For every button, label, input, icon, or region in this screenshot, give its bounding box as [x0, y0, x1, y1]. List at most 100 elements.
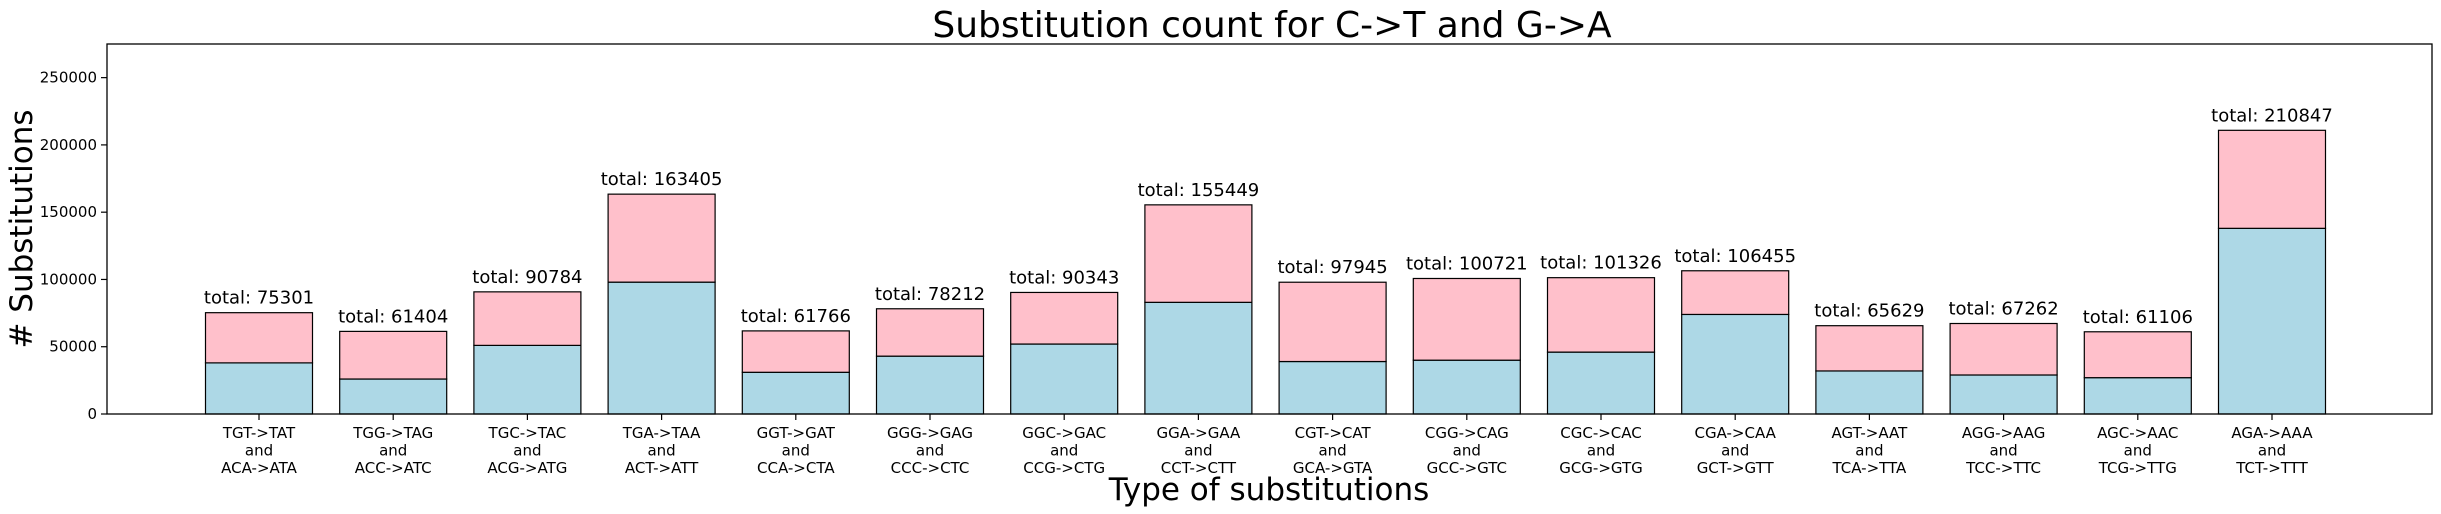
x-axis-label: Type of substitutions	[1108, 472, 1430, 508]
x-tick-label-line: GGT->GAT	[757, 424, 836, 442]
bar-segment-1	[741, 371, 850, 415]
x-tick-label-line: GGA->GAA	[1157, 424, 1241, 442]
bar-segment-1	[339, 378, 448, 415]
x-tick-label: GGC->GAC and CCG->CTG	[1022, 424, 1106, 477]
x-tick-label-line: and	[1855, 442, 1883, 460]
x-tick-label-line: TCA->TTA	[1831, 459, 1907, 477]
x-tick-label-line: GCC->GTC	[1427, 459, 1507, 477]
x-tick-label-line: and	[1050, 442, 1078, 460]
x-tick-label: TGT->TAT and ACA->ATA	[221, 424, 297, 477]
y-tick-label: 100000	[40, 270, 97, 288]
x-tick-label-line: and	[1318, 442, 1346, 460]
x-tick-label: TGC->TAC and ACG->ATG	[487, 424, 567, 477]
x-tick-label: GGA->GAA and CCT->CTT	[1157, 424, 1241, 477]
total-label: total: 78212	[875, 284, 985, 305]
y-tick-label: 150000	[40, 203, 97, 221]
total-label: total: 67262	[1948, 299, 2058, 320]
x-tick-label-line: TCC->TTC	[1965, 459, 2041, 477]
x-tick-label-line: and	[1453, 442, 1481, 460]
bar-segment-2	[339, 330, 448, 380]
total-label: total: 75301	[204, 288, 314, 309]
bar-segment-1	[1949, 374, 2058, 415]
bar-segment-2	[204, 312, 314, 364]
x-tick-label-line: and	[245, 442, 273, 460]
bar-segment-2	[1278, 281, 1387, 363]
x-tick-label-line: AGG->AAG	[1962, 424, 2046, 442]
y-tick-label: 200000	[40, 136, 97, 154]
total-label: total: 101326	[1540, 253, 1662, 274]
x-tick-label-line: ACG->ATG	[487, 459, 567, 477]
total-label: total: 90784	[472, 267, 582, 288]
x-tick-label-line: CCT->CTT	[1161, 459, 1237, 477]
x-tick-label-line: CCA->CTA	[757, 459, 835, 477]
bar-segment-1	[607, 281, 716, 415]
x-tick-label-line: CGC->CAC	[1560, 424, 1642, 442]
x-tick-label: AGC->AAC and TCG->TTG	[2097, 424, 2178, 477]
x-tick-label-line: TGG->TAG	[352, 424, 433, 442]
x-tick-label-line: TGT->TAT	[222, 424, 296, 442]
bar-segment-2	[1144, 204, 1253, 303]
x-tick-label-line: and	[513, 442, 541, 460]
total-label: total: 210847	[2211, 105, 2333, 126]
total-label: total: 61106	[2083, 307, 2193, 328]
x-tick-label-line: and	[1989, 442, 2017, 460]
x-tick-label: CGT->CAT and GCA->GTA	[1293, 424, 1373, 477]
x-tick-label: CGG->CAG and GCC->GTC	[1425, 424, 1509, 477]
x-tick-label-line: and	[2258, 442, 2286, 460]
totals-layer: total: 75301 total: 61404 total: 90784 tota…	[204, 105, 2333, 327]
x-tick-label-line: TGA->TAA	[622, 424, 701, 442]
x-tick-label-line: and	[1184, 442, 1212, 460]
x-tick-label-line: TGC->TAC	[488, 424, 567, 442]
chart-title: Substitution count for C->T and G->A	[932, 5, 1612, 46]
bar-segment-2	[473, 291, 582, 346]
bar-segment-1	[1681, 313, 1790, 415]
total-label: total: 155449	[1138, 180, 1260, 201]
bar-segment-2	[741, 330, 850, 373]
x-tick-label: CGA->CAA and GCT->GTT	[1694, 424, 1776, 477]
bars-layer	[204, 129, 2327, 415]
bar-segment-2	[1681, 270, 1790, 316]
x-tick-label-line: CGG->CAG	[1425, 424, 1509, 442]
x-tick-label: TGG->TAG and ACC->ATC	[352, 424, 433, 477]
x-tick-label: AGA->AAA and TCT->TTT	[2231, 424, 2313, 477]
x-tick-label-line: GCA->GTA	[1293, 459, 1373, 477]
x-tick-label-line: GCT->GTT	[1697, 459, 1775, 477]
bar-segment-2	[607, 193, 716, 283]
bar-segment-1	[1546, 351, 1656, 415]
bar-segment-2	[2083, 331, 2192, 379]
x-tick-label-line: and	[2124, 442, 2152, 460]
bar-segment-2	[2217, 129, 2327, 229]
total-label: total: 97945	[1277, 257, 1387, 278]
x-tick-label-line: CCG->CTG	[1023, 459, 1105, 477]
total-label: total: 61766	[741, 306, 851, 327]
x-tick-label-line: TCT->TTT	[2235, 459, 2308, 477]
x-tick-label-line: ACC->ATC	[355, 459, 432, 477]
bar-segment-2	[1546, 277, 1656, 353]
x-tick-label-line: and	[647, 442, 675, 460]
x-tick-label: GGT->GAT and CCA->CTA	[757, 424, 836, 477]
x-tick-label-line: ACT->ATT	[625, 459, 699, 477]
x-tick-label-line: GGG->GAG	[887, 424, 973, 442]
bar-segment-1	[204, 362, 314, 415]
y-tick-label: 250000	[40, 69, 97, 87]
bar-segment-1	[1278, 360, 1387, 415]
y-axis: 0 50000 100000 150000 200000 250000	[40, 69, 107, 423]
bar-segment-1	[2217, 227, 2327, 415]
bar-segment-1	[1815, 370, 1924, 415]
bar-segment-2	[1949, 322, 2058, 376]
bar-segment-1	[1144, 301, 1253, 415]
bar-segment-2	[1412, 277, 1521, 361]
y-axis-label: # Substitutions	[4, 109, 40, 348]
bar-segment-1	[875, 355, 985, 415]
x-tick-label: GGG->GAG and CCC->CTC	[887, 424, 973, 477]
plot-frame	[106, 43, 2433, 415]
x-tick-label-line: TCG->TTG	[2098, 459, 2177, 477]
x-tick-label: TGA->TAA and ACT->ATT	[622, 424, 701, 477]
x-tick-label-line: and	[782, 442, 810, 460]
total-label: total: 90343	[1009, 267, 1119, 288]
total-label: total: 100721	[1406, 253, 1528, 274]
bar-segment-1	[2083, 377, 2192, 415]
total-label: total: 106455	[1674, 246, 1796, 267]
